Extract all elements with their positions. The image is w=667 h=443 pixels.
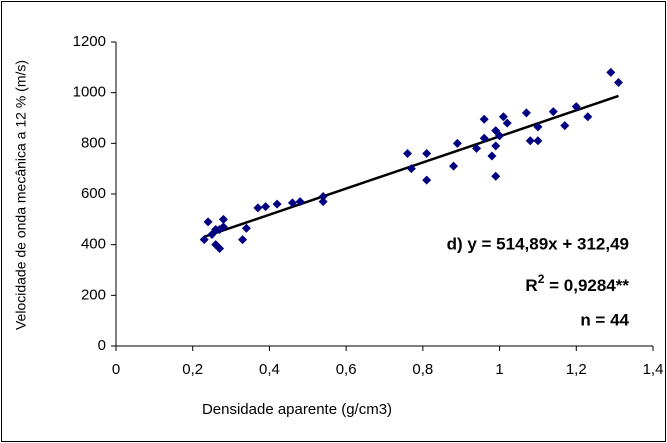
point [472,143,482,153]
point [203,217,213,227]
point [253,203,263,213]
point [495,131,505,141]
y-tick-label: 200 [81,286,106,303]
r-value: = 0,9284** [544,276,629,295]
x-tick-label: 1,4 [643,361,664,378]
point [548,107,558,117]
x-tick-label: 1,2 [566,361,587,378]
r-sup: 2 [538,272,545,286]
point [452,138,462,148]
r-base: R [525,276,537,295]
y-tick-label: 600 [81,185,106,202]
point [449,161,459,171]
y-tick-label: 1200 [73,33,106,50]
x-tick-label: 0,2 [182,361,203,378]
point [583,112,593,122]
x-tick-label: 0,4 [259,361,280,378]
point [525,136,535,146]
point [199,235,209,245]
point [533,136,543,146]
point [238,235,248,245]
point [403,148,413,158]
equation: d) y = 514,89x + 312,49 [447,234,629,253]
x-axis-label: Densidade aparente (g/cm3) [202,401,392,418]
point [215,243,225,253]
y-axis-label: Velocidade de onda mecânica a 12 % (m/s) [13,60,29,330]
y-tick-label: 400 [81,236,106,253]
x-tick-label: 0,6 [336,361,357,378]
point [287,198,297,208]
point [261,202,271,212]
point [571,102,581,112]
point [272,199,282,209]
x-tick-label: 0,8 [412,361,433,378]
y-tick-label: 1000 [73,84,106,101]
point [241,223,251,233]
point [487,151,497,161]
point [422,175,432,185]
point [613,78,623,88]
x-tick-label: 0 [112,361,120,378]
point [218,222,228,232]
point [533,122,543,132]
point [295,197,305,207]
y-tick-label: 800 [81,134,106,151]
point [502,118,512,128]
point [560,121,570,131]
point [422,148,432,158]
point [318,192,328,202]
n-count: n = 44 [580,310,629,329]
point [479,114,489,124]
point [218,214,228,224]
point [521,108,531,118]
point [491,171,501,181]
point [318,197,328,207]
r-squared: R2 = 0,9284** [525,272,629,295]
y-tick-label: 0 [98,337,106,354]
x-tick-label: 1 [495,361,503,378]
point [606,67,616,77]
point [479,133,489,143]
point [406,164,416,174]
point [498,112,508,122]
point [491,141,501,151]
